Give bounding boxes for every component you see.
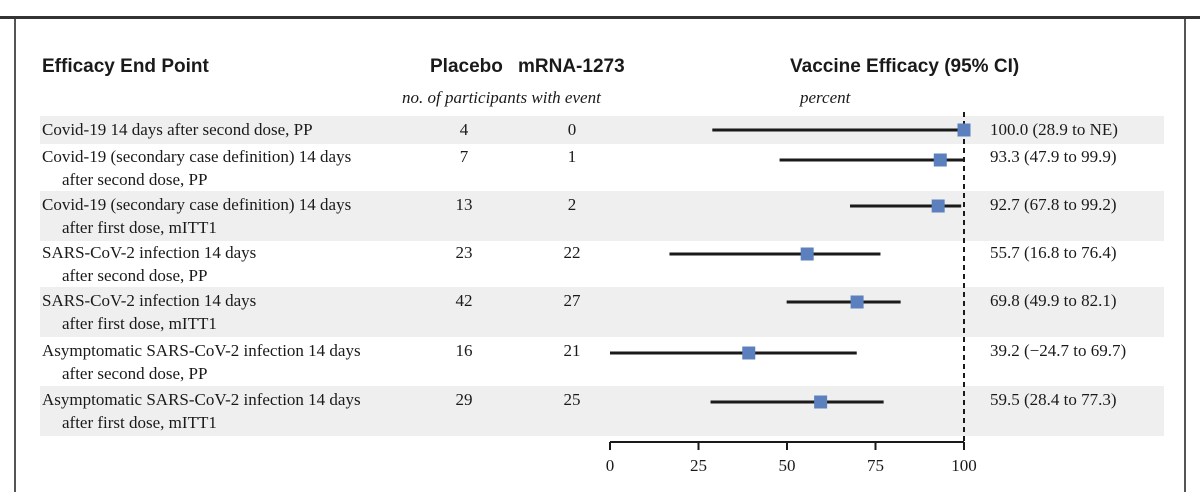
placebo-count: 29 [455, 390, 473, 409]
endpoint-label-line1: Covid-19 (secondary case definition) 14 … [42, 147, 352, 166]
placebo-header: Placebo [430, 56, 503, 77]
row-background [40, 116, 1164, 144]
estimate-marker [933, 153, 947, 167]
placebo-count: 23 [455, 243, 473, 262]
mrna-count: 21 [563, 341, 581, 360]
row-background [40, 191, 1164, 241]
efficacy-value: 55.7 (16.8 to 76.4) [990, 243, 1117, 262]
table-row-label: SARS-CoV-2 infection 14 days after first … [42, 289, 256, 335]
endpoint-label-line1: Asymptomatic SARS-CoV-2 infection 14 day… [42, 341, 361, 360]
mrna-count: 27 [563, 291, 581, 310]
x-tick-label: 0 [606, 456, 615, 475]
endpoint-label-line2: after second dose, PP [62, 266, 208, 285]
placebo-count: 42 [455, 291, 473, 310]
row-background [40, 287, 1164, 337]
estimate-marker [800, 247, 814, 261]
endpoint-label-line1: Covid-19 14 days after second dose, PP [42, 120, 313, 139]
top-rule [0, 16, 1200, 19]
endpoint-label-line2: after first dose, mITT1 [62, 413, 217, 432]
row-background [40, 386, 1164, 436]
efficacy-value: 39.2 (−24.7 to 69.7) [990, 341, 1127, 360]
table-row-label: Asymptomatic SARS-CoV-2 infection 14 day… [42, 388, 361, 434]
x-tick-label: 75 [867, 456, 884, 475]
placebo-count: 7 [459, 147, 469, 166]
placebo-count: 4 [459, 120, 469, 139]
efficacy-value: 100.0 (28.9 to NE) [990, 120, 1118, 139]
x-tick-label: 100 [951, 456, 977, 475]
table-row-label: Covid-19 14 days after second dose, PP [42, 118, 313, 141]
placebo-count: 16 [455, 341, 473, 360]
figure-panel [14, 19, 1186, 492]
estimate-marker [931, 199, 945, 213]
estimate-marker [850, 295, 864, 309]
table-row-label: SARS-CoV-2 infection 14 days after second… [42, 241, 256, 287]
mrna-header: mRNA-1273 [518, 56, 625, 77]
efficacy-value: 59.5 (28.4 to 77.3) [990, 390, 1117, 409]
endpoint-label-line2: after first dose, mITT1 [62, 314, 217, 333]
placebo-count: 13 [455, 195, 473, 214]
endpoint-label-line2: after second dose, PP [62, 170, 208, 189]
endpoint-header: Efficacy End Point [42, 56, 209, 77]
table-row-label: Covid-19 (secondary case definition) 14 … [42, 145, 351, 191]
percent-subheader: percent [800, 88, 851, 107]
efficacy-header: Vaccine Efficacy (95% CI) [790, 56, 1020, 77]
efficacy-value: 69.8 (49.9 to 82.1) [990, 291, 1117, 310]
mrna-count: 0 [567, 120, 577, 139]
endpoint-label-line2: after second dose, PP [62, 364, 208, 383]
table-row-label: Covid-19 (secondary case definition) 14 … [42, 193, 351, 239]
efficacy-value: 92.7 (67.8 to 99.2) [990, 195, 1117, 214]
mrna-count: 22 [563, 243, 581, 262]
x-tick-label: 25 [690, 456, 707, 475]
mrna-count: 1 [567, 147, 577, 166]
mrna-count: 2 [567, 195, 577, 214]
endpoint-label-line2: after first dose, mITT1 [62, 218, 217, 237]
mrna-count: 25 [563, 390, 581, 409]
endpoint-label-line1: SARS-CoV-2 infection 14 days [42, 243, 257, 262]
estimate-marker [957, 123, 971, 137]
efficacy-value: 93.3 (47.9 to 99.9) [990, 147, 1117, 166]
endpoint-label-line1: Asymptomatic SARS-CoV-2 infection 14 day… [42, 390, 361, 409]
estimate-marker [742, 346, 756, 360]
x-tick-label: 50 [779, 456, 796, 475]
table-row-label: Asymptomatic SARS-CoV-2 infection 14 day… [42, 339, 361, 385]
endpoint-label-line1: SARS-CoV-2 infection 14 days [42, 291, 257, 310]
endpoint-label-line1: Covid-19 (secondary case definition) 14 … [42, 195, 352, 214]
participants-subheader: no. of participants with event [402, 88, 601, 107]
estimate-marker [814, 395, 828, 409]
